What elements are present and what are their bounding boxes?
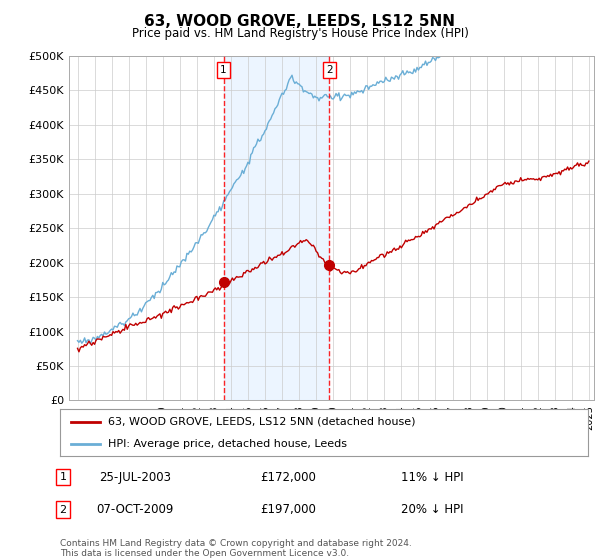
Text: 11% ↓ HPI: 11% ↓ HPI: [401, 470, 463, 484]
Text: 07-OCT-2009: 07-OCT-2009: [97, 503, 173, 516]
Text: 25-JUL-2003: 25-JUL-2003: [99, 470, 171, 484]
Text: Price paid vs. HM Land Registry's House Price Index (HPI): Price paid vs. HM Land Registry's House …: [131, 27, 469, 40]
Text: 2: 2: [326, 65, 332, 75]
Text: 1: 1: [220, 65, 227, 75]
Text: 20% ↓ HPI: 20% ↓ HPI: [401, 503, 463, 516]
Bar: [224, 56, 329, 400]
Text: 63, WOOD GROVE, LEEDS, LS12 5NN: 63, WOOD GROVE, LEEDS, LS12 5NN: [145, 14, 455, 29]
Text: Contains HM Land Registry data © Crown copyright and database right 2024.
This d: Contains HM Land Registry data © Crown c…: [60, 539, 412, 558]
Text: 1: 1: [59, 472, 67, 482]
Text: 2: 2: [59, 505, 67, 515]
Text: HPI: Average price, detached house, Leeds: HPI: Average price, detached house, Leed…: [107, 438, 347, 449]
Text: 63, WOOD GROVE, LEEDS, LS12 5NN (detached house): 63, WOOD GROVE, LEEDS, LS12 5NN (detache…: [107, 417, 415, 427]
Text: £172,000: £172,000: [260, 470, 316, 484]
Text: £197,000: £197,000: [260, 503, 316, 516]
